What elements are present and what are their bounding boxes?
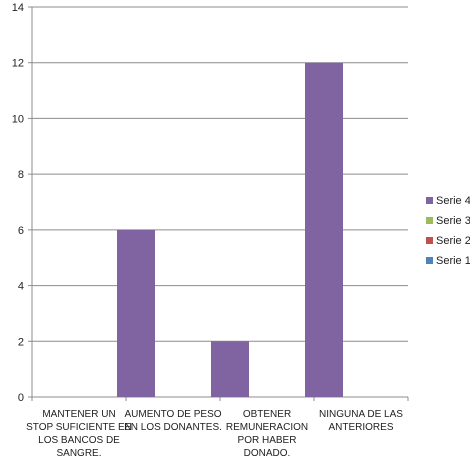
bar-serie-4-cat-2 xyxy=(211,341,249,397)
y-tick-label: 4 xyxy=(18,281,24,293)
y-tick-label: 6 xyxy=(18,225,24,237)
x-category-label-line: DONADO. xyxy=(244,448,291,459)
legend-swatch xyxy=(426,197,433,204)
y-axis-ticks: 0 2 4 6 8 10 12 14 xyxy=(12,2,32,404)
y-tick-label: 2 xyxy=(18,336,24,348)
legend-swatch xyxy=(426,217,433,224)
legend-label: Serie 4 xyxy=(436,195,470,207)
x-category-label-line: STOP SUFICIENTE EN xyxy=(26,422,132,433)
x-category-label-line: POR HABER xyxy=(238,435,297,446)
bar-serie-4-cat-1 xyxy=(117,229,155,397)
x-category-label-line: AUMENTO DE PESO xyxy=(124,409,221,420)
bar-serie-4-cat-3 xyxy=(305,62,343,397)
x-category-label-line: LOS BANCOS DE xyxy=(38,435,120,446)
y-tick-label: 14 xyxy=(12,2,24,14)
y-tick-label: 0 xyxy=(18,392,24,404)
y-tick-label: 12 xyxy=(12,58,24,70)
x-category-label: AUMENTO DE PESO EN LOS DONANTES. xyxy=(124,409,222,433)
x-axis-category-labels: MANTENER UN STOP SUFICIENTE EN LOS BANCOS … xyxy=(26,409,403,459)
legend-label: Serie 2 xyxy=(436,235,470,247)
legend-swatch xyxy=(426,257,433,264)
x-category-label: MANTENER UN STOP SUFICIENTE EN LOS BANCOS … xyxy=(26,409,132,459)
legend-label: Serie 1 xyxy=(436,255,470,267)
x-category-label-line: NINGUNA DE LAS xyxy=(319,409,403,420)
grid-lines xyxy=(32,6,408,342)
x-category-label-line: REMUNERACION xyxy=(226,422,308,433)
x-category-label-line: MANTENER UN xyxy=(42,409,115,420)
bars xyxy=(117,62,343,397)
x-category-label: OBTENER REMUNERACION POR HABER DONADO. xyxy=(226,409,308,459)
x-category-label-line: EN LOS DONANTES. xyxy=(124,422,222,433)
x-category-label-line: SANGRE. xyxy=(56,448,101,459)
y-tick-label: 8 xyxy=(18,169,24,181)
y-tick-label: 10 xyxy=(12,113,24,125)
x-category-label: NINGUNA DE LAS ANTERIORES xyxy=(319,409,403,433)
legend-label: Serie 3 xyxy=(436,215,470,227)
x-category-label-line: ANTERIORES xyxy=(328,422,393,433)
legend: Serie 4 Serie 3 Serie 2 Serie 1 xyxy=(426,195,470,267)
legend-swatch xyxy=(426,237,433,244)
x-category-label-line: OBTENER xyxy=(243,409,291,420)
